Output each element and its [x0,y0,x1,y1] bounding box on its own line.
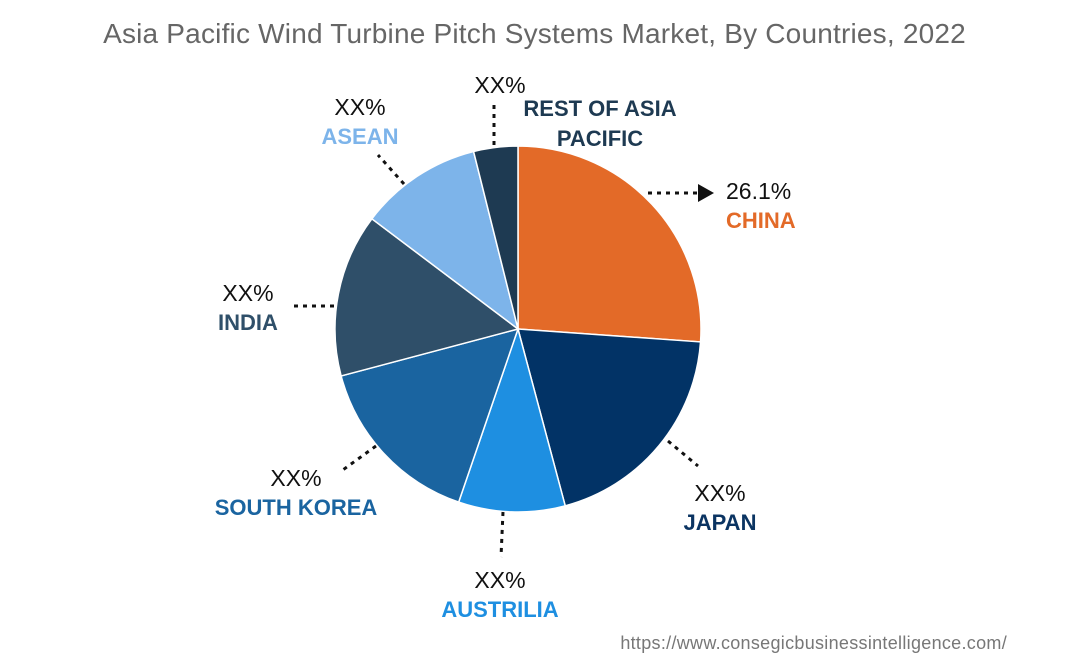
pie-slice-rest-of-asia-pacific [472,145,519,330]
leader-asean [376,153,406,186]
pie-slices [334,145,702,513]
label-rest-name: REST OF ASIA PACIFIC [500,94,700,154]
pie-slice-austrilia [457,326,567,513]
australia-name: AUSTRILIA [441,597,559,622]
leader-australia [499,511,505,558]
pie-slice-south-korea [340,327,520,504]
australia-value: XX% [474,567,526,593]
india-name: INDIA [218,310,278,335]
asean-value: XX% [334,94,386,120]
label-china: 26.1% CHINA [726,176,796,236]
japan-name: JAPAN [683,510,757,535]
label-rest-pct: XX% [460,70,540,100]
arrow-head-icon [698,184,714,202]
leader-lines [290,102,700,558]
chart-title: Asia Pacific Wind Turbine Pitch Systems … [103,18,966,49]
label-india: XX% INDIA [198,278,298,338]
label-south-korea: XX% SOUTH KOREA [196,463,396,523]
india-value: XX% [222,280,274,306]
rest-name-line1: REST OF ASIA [523,96,677,121]
china-value: 26.1% [726,178,792,204]
source-url: https://www.consegicbusinessintelligence… [620,633,1007,653]
asean-name: ASEAN [321,124,399,149]
pie-slice-asean [370,150,520,331]
south-korea-name: SOUTH KOREA [214,495,378,520]
leader-japan [667,439,699,468]
china-name: CHINA [726,208,796,233]
pie-slice-india [334,217,520,377]
label-asean: XX% ASEAN [310,92,410,152]
japan-value: XX% [694,480,746,506]
rest-name-line2: PACIFIC [556,126,644,151]
label-australia: XX% AUSTRILIA [420,565,580,625]
leader-south-korea [339,444,377,474]
pie-slice-japan [517,328,702,507]
south-korea-value: XX% [270,465,322,491]
pie-slice-china [517,145,702,343]
label-japan: XX% JAPAN [670,478,770,538]
rest-value: XX% [474,72,526,98]
